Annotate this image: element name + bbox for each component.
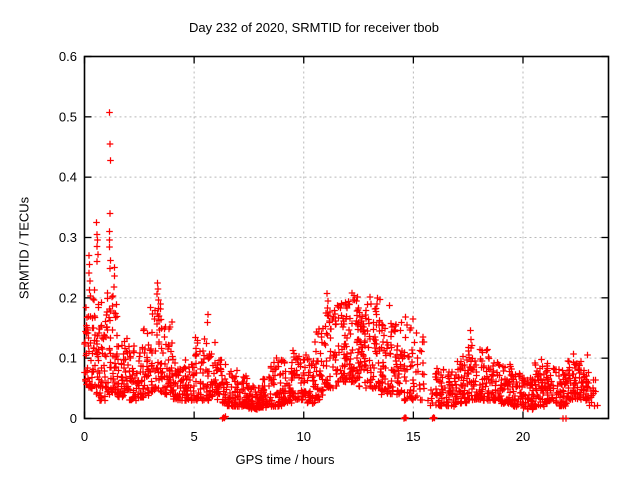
scatter-points — [81, 109, 601, 422]
chart-title: Day 232 of 2020, SRMTID for receiver tbo… — [188, 20, 439, 35]
x-tick-label: 15 — [406, 429, 420, 444]
y-tick-label: 0.5 — [59, 109, 77, 124]
x-tick-label: 10 — [297, 429, 311, 444]
x-axis-label: GPS time / hours — [235, 452, 335, 467]
y-tick-label: 0.2 — [59, 290, 77, 305]
y-tick-label: 0.6 — [59, 49, 77, 64]
x-tick-label: 0 — [81, 429, 88, 444]
x-tick-label: 20 — [516, 429, 530, 444]
y-tick-label: 0.1 — [59, 351, 77, 366]
y-tick-label: 0.3 — [59, 230, 77, 245]
y-tick-label: 0 — [70, 411, 77, 426]
y-tick-label: 0.4 — [59, 170, 77, 185]
x-tick-label: 5 — [191, 429, 198, 444]
